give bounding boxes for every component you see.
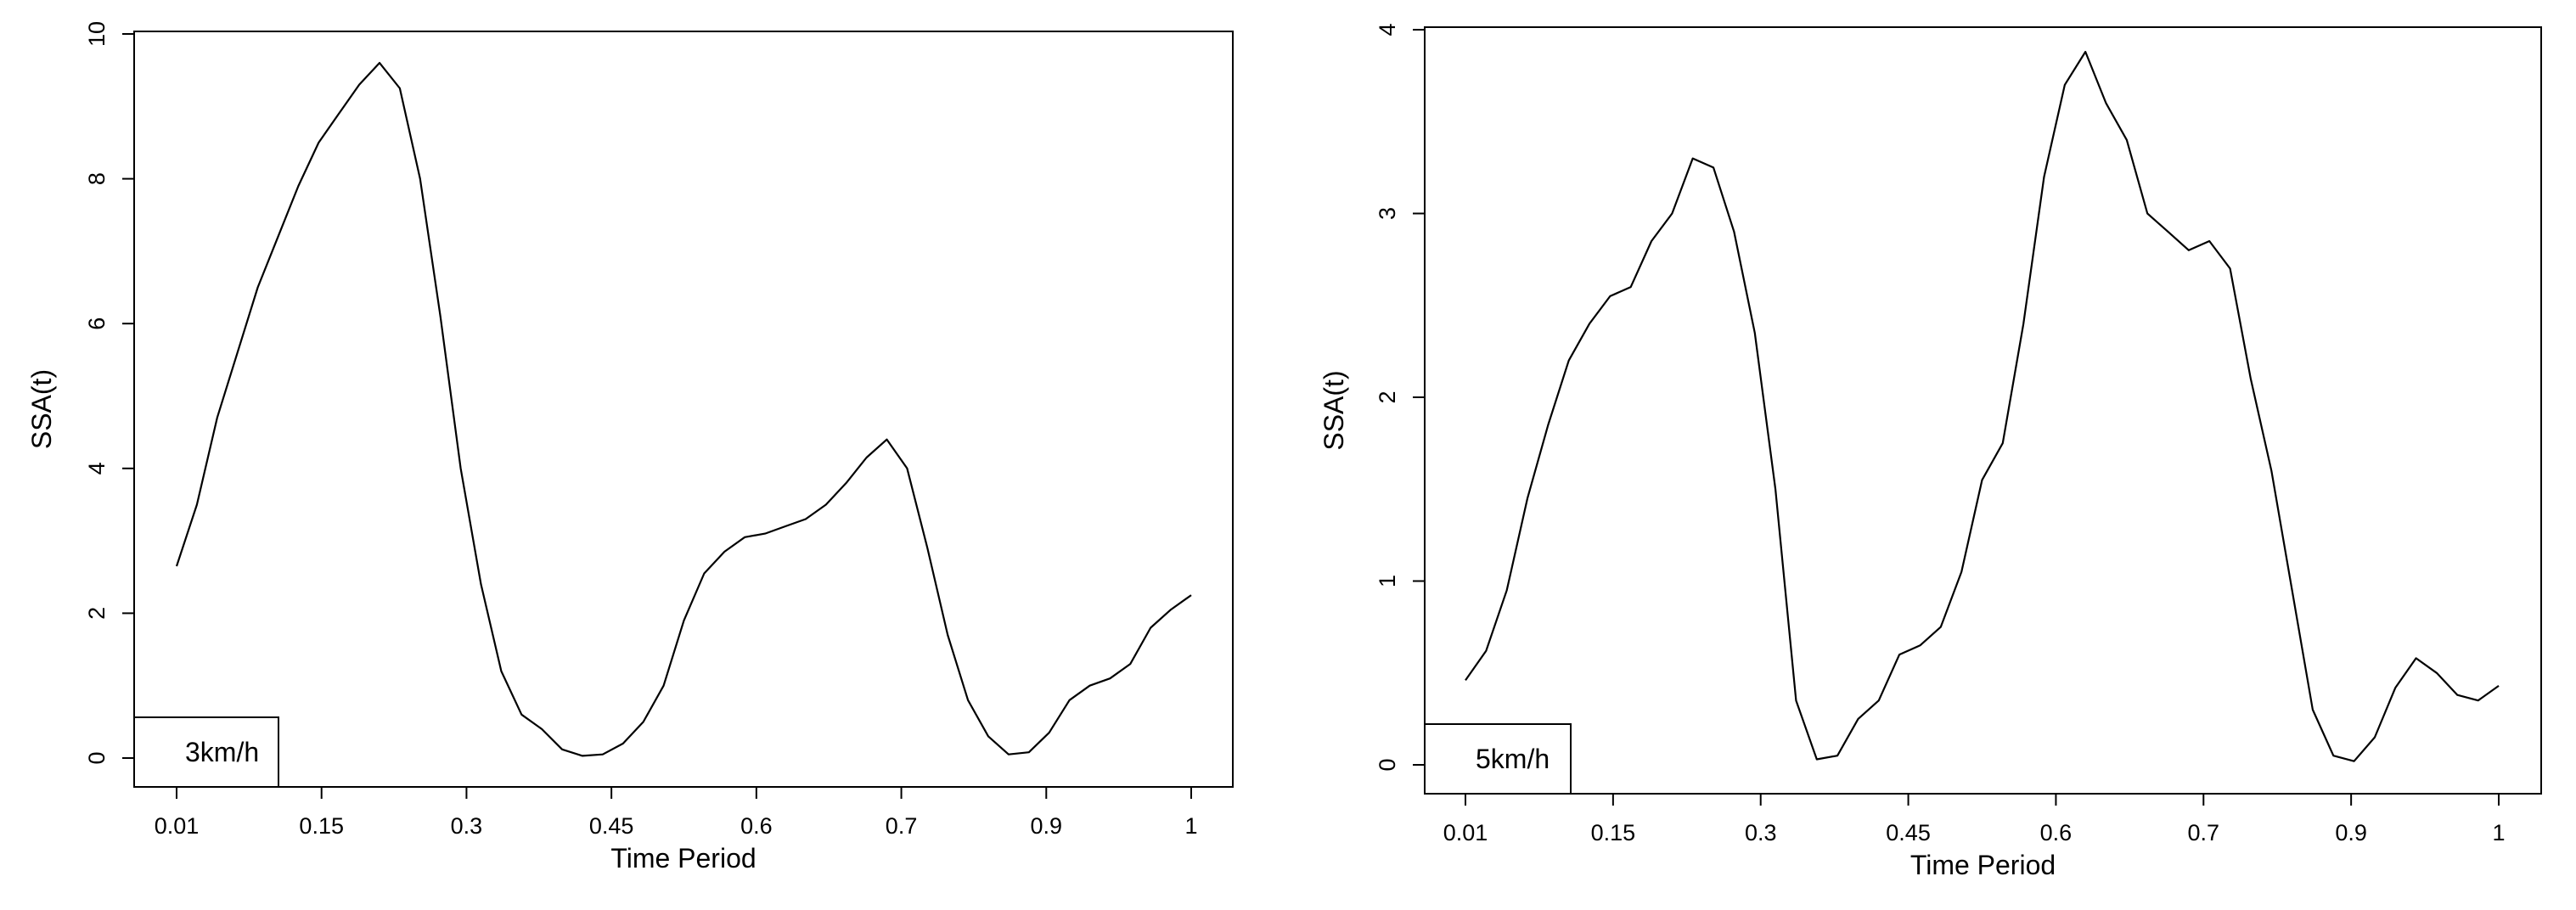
x-tick-label: 0.01 [155,813,200,839]
x-tick-label: 0.7 [2188,820,2220,845]
x-tick-label: 0.7 [886,813,918,839]
series-line [175,61,1192,757]
x-tick-label: 0.15 [1591,820,1636,845]
y-tick-label: 6 [84,317,110,330]
x-axis-title: Time Period [1910,850,2056,880]
y-tick-label: 0 [84,751,110,764]
chart-panel-5kmh: 0.01 0.15 0.3 0.45 0.6 0.7 0.9 1 0 1 2 3 4 Time Perio… [1319,23,2542,880]
y-axis-title: SSA(t) [26,369,57,449]
y-tick-label: 4 [1375,23,1400,36]
y-tick-label: 4 [84,462,110,475]
x-tick-label: 0.45 [589,813,634,839]
y-tick-label: 1 [1375,575,1400,587]
x-tick-label: 0.3 [1745,820,1777,845]
y-axis-title: SSA(t) [1319,370,1349,450]
x-tick-label: 0.15 [299,813,344,839]
x-tick-label: 0.6 [740,813,773,839]
x-tick-label: 0.01 [1443,820,1488,845]
x-tick-label: 0.3 [451,813,483,839]
x-tick-label: 0.9 [1031,813,1063,839]
series-line [1465,50,2500,762]
x-tick-label: 1 [2492,820,2505,845]
x-tick-label: 0.6 [2040,820,2073,845]
y-tick-label: 2 [84,607,110,620]
x-tick-label: 1 [1184,813,1197,839]
y-tick-label: 2 [1375,390,1400,403]
y-tick-label: 10 [84,21,110,47]
plot-frame [1424,26,2542,795]
legend-box [1424,723,1572,795]
legend-box [133,716,279,788]
legend-label: 3km/h [185,737,259,767]
y-tick-label: 0 [1375,758,1400,771]
x-axis-title: Time Period [610,843,756,873]
legend-label: 5km/h [1476,744,1550,774]
y-tick-label: 3 [1375,207,1400,220]
y-tick-label: 8 [84,172,110,185]
plot-frame [133,31,1234,788]
x-tick-label: 0.9 [2335,820,2367,845]
x-tick-label: 0.45 [1886,820,1931,845]
